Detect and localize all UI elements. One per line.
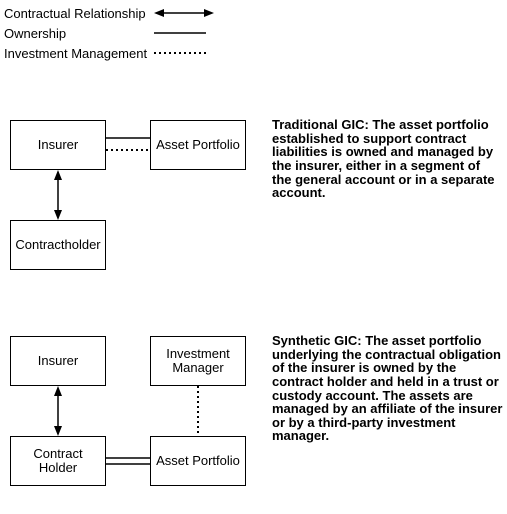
d1-contractholder-box: Contractholder [10,220,106,270]
d2-contract-holder-label: Contract Holder [13,447,103,476]
legend-label-ownership: Ownership [4,26,154,41]
d2-insurer-label: Insurer [38,354,78,368]
d2-invmgr-asset-link [195,386,201,436]
legend-row-ownership: Ownership [4,24,214,42]
d1-asset-portfolio-label: Asset Portfolio [156,138,240,152]
d1-description: Traditional GIC: The asset portfolio est… [272,118,500,200]
d1-insurer-label: Insurer [38,138,78,152]
d2-investment-manager-box: Investment Manager [150,336,246,386]
legend-row-investment: Investment Management [4,44,214,62]
d2-insurer-box: Insurer [10,336,106,386]
d1-insurer-box: Insurer [10,120,106,170]
d1-contractholder-label: Contractholder [15,238,100,252]
d1-insurer-contractholder-link [51,170,65,220]
d1-asset-portfolio-box: Asset Portfolio [150,120,246,170]
d2-contractholder-asset-link [106,455,150,467]
d2-investment-manager-label: Investment Manager [166,347,230,376]
d2-asset-portfolio-box: Asset Portfolio [150,436,246,486]
dotted-line-icon [154,46,214,60]
d2-contract-holder-box: Contract Holder [10,436,106,486]
legend-label-contractual: Contractual Relationship [4,6,154,21]
legend: Contractual Relationship Ownership Inves… [4,4,214,64]
double-arrow-icon [154,6,214,20]
d2-description: Synthetic GIC: The asset portfolio under… [272,334,504,443]
d2-insurer-contractholder-link [51,386,65,436]
d2-desc-body: The asset portfolio underlying the contr… [272,333,502,443]
solid-line-icon [154,26,214,40]
d1-insurer-asset-link [106,132,150,158]
legend-label-investment: Investment Management [4,46,154,61]
d2-asset-portfolio-label: Asset Portfolio [156,454,240,468]
legend-row-contractual: Contractual Relationship [4,4,214,22]
